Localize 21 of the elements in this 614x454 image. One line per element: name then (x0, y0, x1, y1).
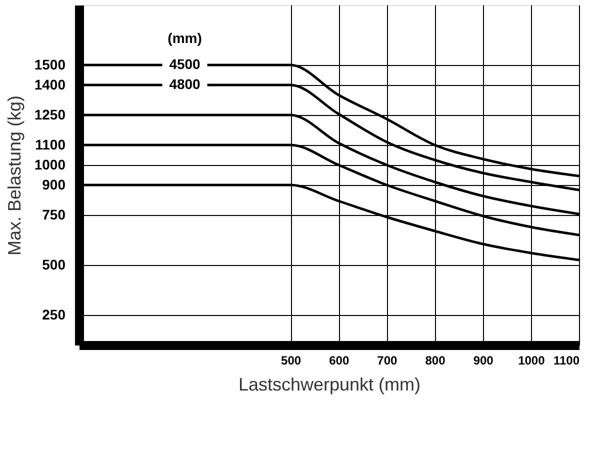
legend-title: (mm) (168, 30, 202, 46)
series-label: 4800 (169, 76, 201, 92)
y-tick-label: 1250 (34, 106, 66, 122)
x-axis-title: Lastschwerpunkt (mm) (238, 374, 421, 394)
x-tick-label: 1000 (518, 354, 546, 368)
series-label: 4500 (169, 56, 201, 72)
x-tick-label: 700 (377, 354, 398, 368)
x-tick-label: 500 (281, 354, 302, 368)
y-tick-label: 500 (42, 256, 66, 272)
y-tick-label: 750 (42, 206, 66, 222)
x-tick-label: 600 (329, 354, 350, 368)
y-tick-label: 900 (42, 176, 66, 192)
y-tick-label: 250 (42, 306, 66, 322)
y-tick-label: 1500 (34, 56, 66, 72)
x-tick-label: 900 (473, 354, 494, 368)
x-tick-label: 800 (425, 354, 446, 368)
y-tick-label: 1100 (35, 136, 66, 152)
x-tick-label: 1100 (553, 354, 580, 368)
y-axis-title: Max. Belastung (kg) (4, 95, 24, 256)
y-tick-label: 1400 (34, 76, 66, 92)
y-tick-label: 1000 (34, 156, 66, 172)
